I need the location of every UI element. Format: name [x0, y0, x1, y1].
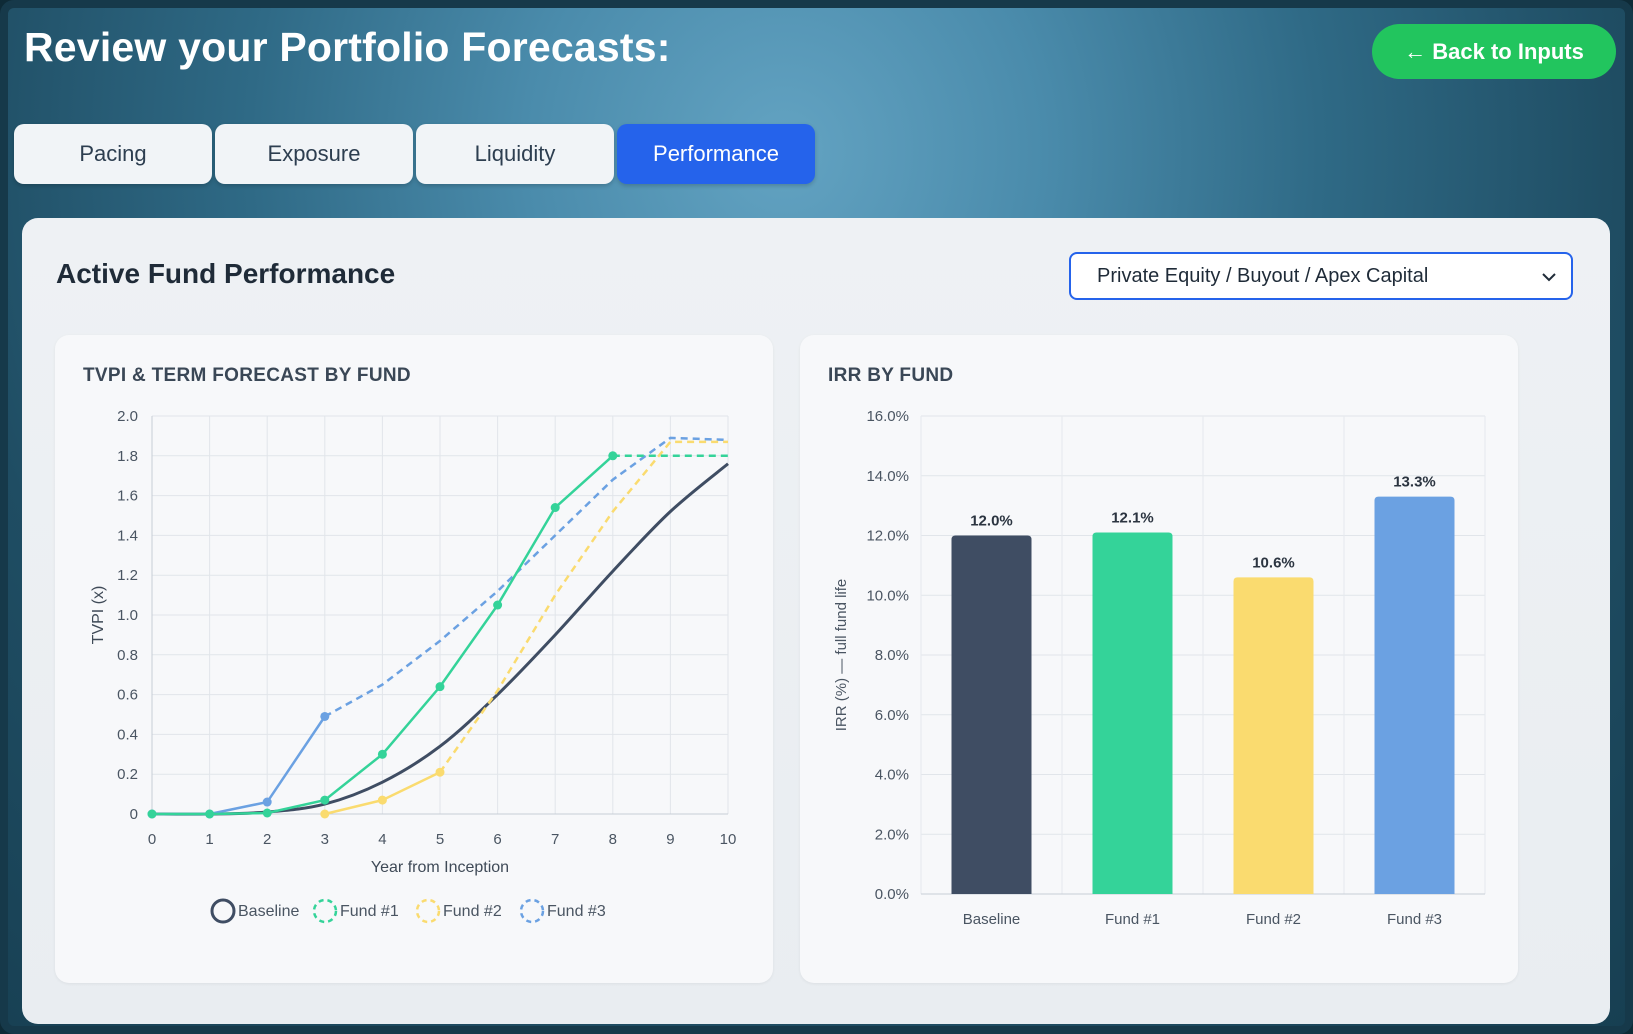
- data-point-fund-2: [435, 767, 445, 777]
- y-tick-label: 2.0: [117, 408, 138, 425]
- data-point-fund-2: [320, 809, 330, 819]
- legend-swatch: [415, 898, 441, 924]
- y-tick-label: 1.2: [117, 567, 138, 584]
- legend-swatch: [519, 898, 545, 924]
- x-tick-label: 6: [493, 831, 501, 848]
- fund-select-value: Private Equity / Buyout / Apex Capital: [1097, 264, 1429, 287]
- y-tick-label: 0.4: [117, 726, 138, 743]
- data-point-fund-1: [320, 795, 330, 805]
- x-tick-label: 0: [148, 831, 156, 848]
- data-point-fund-1: [147, 809, 157, 819]
- x-tick-label: Baseline: [963, 911, 1021, 928]
- legend-item: Fund #2: [415, 898, 502, 924]
- y-tick-label: 0.2: [117, 766, 138, 783]
- data-point-fund-2: [377, 795, 387, 805]
- bar-value-label: 12.1%: [1111, 510, 1154, 527]
- data-point-fund-1: [377, 749, 387, 759]
- x-tick-label: 5: [436, 831, 444, 848]
- x-tick-label: Fund #3: [1387, 911, 1442, 928]
- tab-liquidity[interactable]: Liquidity: [416, 124, 614, 184]
- tab-pacing[interactable]: Pacing: [14, 124, 212, 184]
- y-tick-label: 10.0%: [866, 587, 909, 604]
- x-tick-label: 3: [321, 831, 329, 848]
- tab-performance[interactable]: Performance: [617, 124, 815, 184]
- irr-chart-card: IRR BY FUND 0.0% 2.0% 4.0% 6.0% 8.0% 10.0% 12.…: [800, 335, 1518, 983]
- panel-title: Active Fund Performance: [56, 258, 396, 289]
- legend-swatch: [210, 898, 236, 924]
- y-tick-label: 0.6: [117, 687, 138, 704]
- x-tick-label: 7: [551, 831, 559, 848]
- tvpi-line-chart: 0 1 2 3 4 5 6 7 8 9 10 0 0.2 0.4 0.6 0.8 1.0 1.2 1.4 1.6 1.8…: [90, 408, 737, 924]
- page-title: Review your Portfolio Forecasts:: [24, 24, 671, 70]
- data-point-fund-1: [435, 682, 445, 692]
- y-tick-label: 8.0%: [875, 647, 909, 664]
- y-tick-label: 0.0%: [875, 886, 909, 903]
- y-tick-label: 1.6: [117, 488, 138, 505]
- data-point-fund-1: [608, 451, 618, 461]
- x-axis-label: Year from Inception: [371, 859, 509, 876]
- legend-label: Fund #1: [340, 903, 399, 920]
- irr-bar-chart: 0.0% 2.0% 4.0% 6.0% 8.0% 10.0% 12.0% 14.0% 16.0%…: [833, 408, 1486, 928]
- bar-fund-2: [1233, 577, 1314, 894]
- tvpi-chart-title: TVPI & TERM FORECAST BY FUND: [83, 365, 411, 386]
- x-tick-label: 1: [205, 831, 213, 848]
- y-tick-label: 14.0%: [866, 468, 909, 485]
- x-tick-label: Fund #2: [1246, 911, 1301, 928]
- bar-value-label: 12.0%: [970, 513, 1013, 530]
- legend-label: Baseline: [238, 903, 299, 920]
- fund-select[interactable]: Private Equity / Buyout / Apex Capital: [1069, 252, 1573, 300]
- chevron-down-icon: [1542, 273, 1556, 282]
- x-tick-label: 9: [666, 831, 674, 848]
- legend-item: Baseline: [210, 898, 299, 924]
- y-tick-label: 1.8: [117, 448, 138, 465]
- y-tick-label: 16.0%: [866, 408, 909, 425]
- tab-exposure[interactable]: Exposure: [215, 124, 413, 184]
- bar-baseline: [951, 535, 1032, 894]
- x-tick-label: 8: [609, 831, 617, 848]
- performance-panel: Active Fund Performance Private Equity /…: [22, 218, 1610, 1024]
- x-tick-label: 2: [263, 831, 271, 848]
- data-point-fund-1: [493, 600, 503, 610]
- y-tick-label: 12.0%: [866, 528, 909, 545]
- bar-value-label: 10.6%: [1252, 554, 1295, 571]
- series-actual-line-fund-3: [152, 715, 326, 816]
- legend-item: Fund #3: [519, 898, 606, 924]
- y-tick-label: 1.0: [117, 607, 138, 624]
- x-tick-label: Fund #1: [1105, 911, 1160, 928]
- bar-fund-3: [1374, 496, 1455, 894]
- data-point-fund-1: [205, 809, 215, 819]
- x-tick-label: 4: [378, 831, 386, 848]
- legend-label: Fund #2: [443, 903, 502, 920]
- bar-fund-1: [1092, 532, 1173, 894]
- data-point-fund-3: [320, 711, 330, 721]
- y-tick-label: 0.8: [117, 647, 138, 664]
- back-to-inputs-button[interactable]: ← Back to Inputs: [1372, 24, 1616, 79]
- y-tick-label: 6.0%: [875, 707, 909, 724]
- data-point-fund-1: [262, 808, 272, 818]
- bar-value-label: 13.3%: [1393, 474, 1436, 491]
- y-axis-label: IRR (%) — full fund life: [833, 579, 850, 732]
- y-axis-label: TVPI (x): [90, 586, 107, 645]
- x-tick-label: 10: [720, 831, 737, 848]
- irr-chart-title: IRR BY FUND: [828, 365, 954, 386]
- legend-item: Fund #1: [312, 898, 399, 924]
- legend-swatch: [312, 898, 338, 924]
- y-tick-label: 2.0%: [875, 826, 909, 843]
- tvpi-chart-card: TVPI & TERM FORECAST BY FUND 0 1 2 3 4 5 6 7 8 9 1…: [55, 335, 773, 983]
- data-point-fund-1: [550, 503, 560, 513]
- y-tick-label: 4.0%: [875, 767, 909, 784]
- y-tick-label: 0: [130, 806, 138, 823]
- legend-label: Fund #3: [547, 903, 606, 920]
- series-forecast-line-fund-2: [438, 440, 728, 773]
- data-point-fund-3: [262, 797, 272, 807]
- series-forecast-line-fund-3: [324, 436, 729, 718]
- y-tick-label: 1.4: [117, 527, 138, 544]
